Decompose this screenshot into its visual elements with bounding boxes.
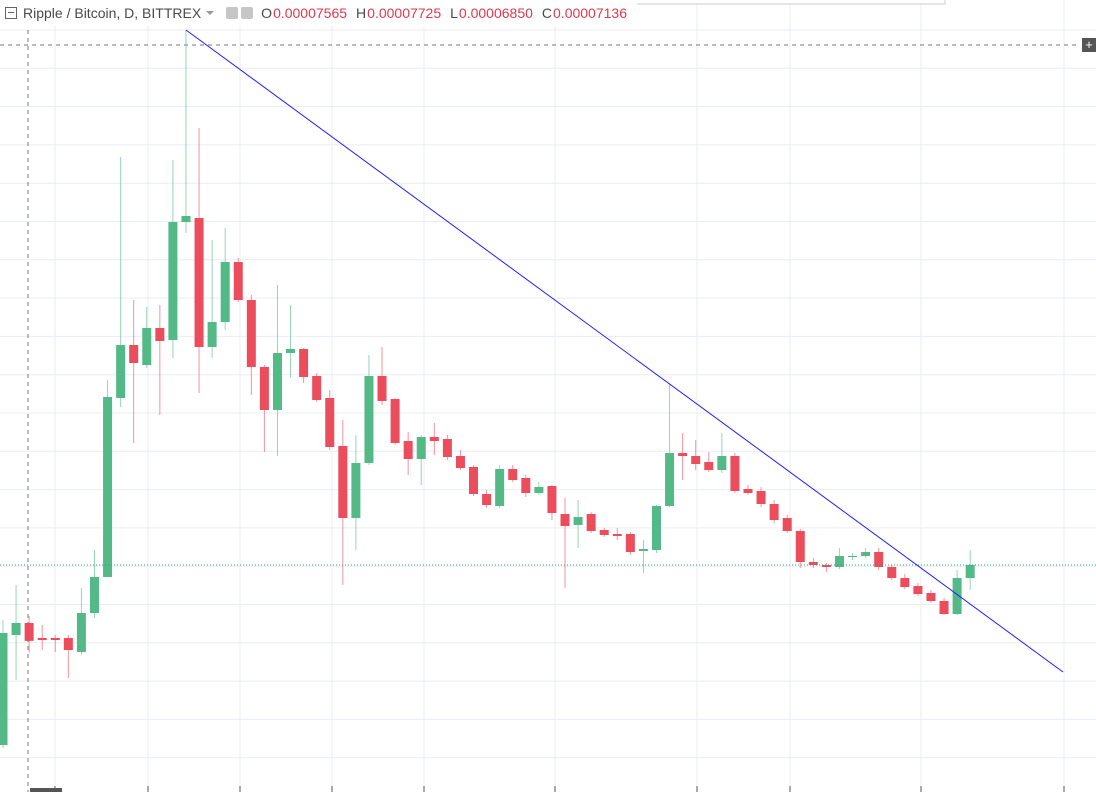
header: Ripple / Bitcoin, D, BITTREX O0.00007565… [0, 0, 637, 26]
visibility-icon[interactable] [226, 7, 239, 19]
candle-body [89, 577, 99, 613]
candle-body [390, 399, 400, 443]
candle-body [416, 437, 426, 459]
candle-body [495, 469, 505, 506]
candle-body [612, 534, 622, 536]
candle-body [560, 514, 570, 526]
candle-body [704, 462, 714, 470]
candle-body [76, 613, 86, 652]
candle-body [769, 504, 779, 520]
candle-body [377, 376, 387, 401]
add-button[interactable] [1082, 38, 1096, 52]
candle-body [547, 486, 557, 513]
candle-body [469, 467, 479, 494]
candle-body [364, 376, 374, 463]
symbol-title[interactable]: Ripple / Bitcoin, D, BITTREX [23, 5, 202, 21]
candle-body [965, 565, 975, 578]
candle-body [913, 586, 923, 594]
candle-body [717, 456, 727, 470]
candle-body [808, 562, 818, 565]
ohlc-value: 0.00006850 [458, 5, 533, 21]
crosshair-date-tag [30, 788, 62, 792]
candle-body [939, 601, 949, 614]
candle-body [442, 439, 452, 457]
candle-body [743, 489, 753, 493]
candle-body [482, 494, 492, 505]
candle-body [795, 531, 805, 562]
candle-body [861, 552, 871, 556]
candle-body [220, 262, 230, 322]
ohlc-label: O [261, 5, 273, 21]
candle-body [534, 487, 544, 493]
dropdown-edge [589, 0, 946, 5]
candle-body [299, 349, 309, 377]
trendline [185, 29, 1064, 673]
candle-body [286, 349, 296, 353]
candle-body [952, 578, 962, 614]
ohlc-label: C [541, 5, 553, 21]
candle-body [887, 567, 897, 578]
candle-body [155, 328, 165, 341]
candle-body [272, 353, 282, 410]
candle-body [246, 300, 256, 367]
candle-body [521, 478, 531, 493]
settings-icon[interactable] [241, 7, 254, 19]
candle-body [665, 453, 675, 506]
candle-body [63, 638, 73, 650]
candle-body [142, 328, 152, 365]
ohlc-label: L [450, 5, 458, 21]
candle-body [0, 633, 8, 745]
candle-body [638, 549, 648, 551]
ohlc-label: H [356, 5, 367, 21]
candle-body [900, 578, 910, 587]
candle-body [103, 397, 113, 577]
candle-body [207, 322, 217, 347]
candle-body [116, 345, 126, 398]
candle-body [259, 367, 269, 410]
ohlc-value: 0.00007725 [367, 5, 442, 21]
candle-body [821, 565, 831, 567]
candle-body [351, 463, 361, 518]
candle-body [168, 222, 178, 340]
candle-body [874, 552, 884, 567]
candles [0, 29, 1096, 748]
add-icon: + [1085, 37, 1093, 52]
candle-body [834, 556, 844, 567]
candle-body [455, 456, 465, 468]
candle-body [403, 441, 413, 459]
candle-body [194, 218, 204, 347]
candle-body [24, 623, 34, 641]
dropdown-arrow[interactable] [206, 11, 215, 15]
candle-body [508, 469, 518, 480]
candle-body [233, 262, 243, 300]
candle-body [573, 517, 583, 525]
candle-body [678, 453, 688, 456]
candle-body [756, 491, 766, 504]
candle-body [50, 638, 60, 640]
candle-body [325, 398, 335, 447]
candle-body [312, 376, 322, 400]
ohlc-value: 0.00007136 [553, 5, 627, 21]
candle-body [848, 556, 858, 557]
candle-body [730, 456, 740, 491]
ohlc-legend: O0.00007565 H0.00007725 L0.00006850 C0.0000… [256, 5, 631, 21]
candle-body [599, 530, 609, 535]
ohlc-value: 0.00007565 [273, 5, 348, 21]
collapse-toggle[interactable] [5, 7, 17, 19]
candle-body [37, 638, 47, 640]
candle-body [782, 518, 792, 531]
candle-body [429, 437, 439, 441]
candle-body [181, 216, 191, 222]
candle-body [926, 593, 936, 601]
candle-body [691, 456, 701, 464]
candle-body [129, 345, 139, 363]
candle-body [586, 514, 596, 531]
candle-body [625, 534, 635, 552]
candle-body [652, 506, 661, 550]
candle-body [338, 446, 348, 518]
candle-body [11, 623, 21, 635]
